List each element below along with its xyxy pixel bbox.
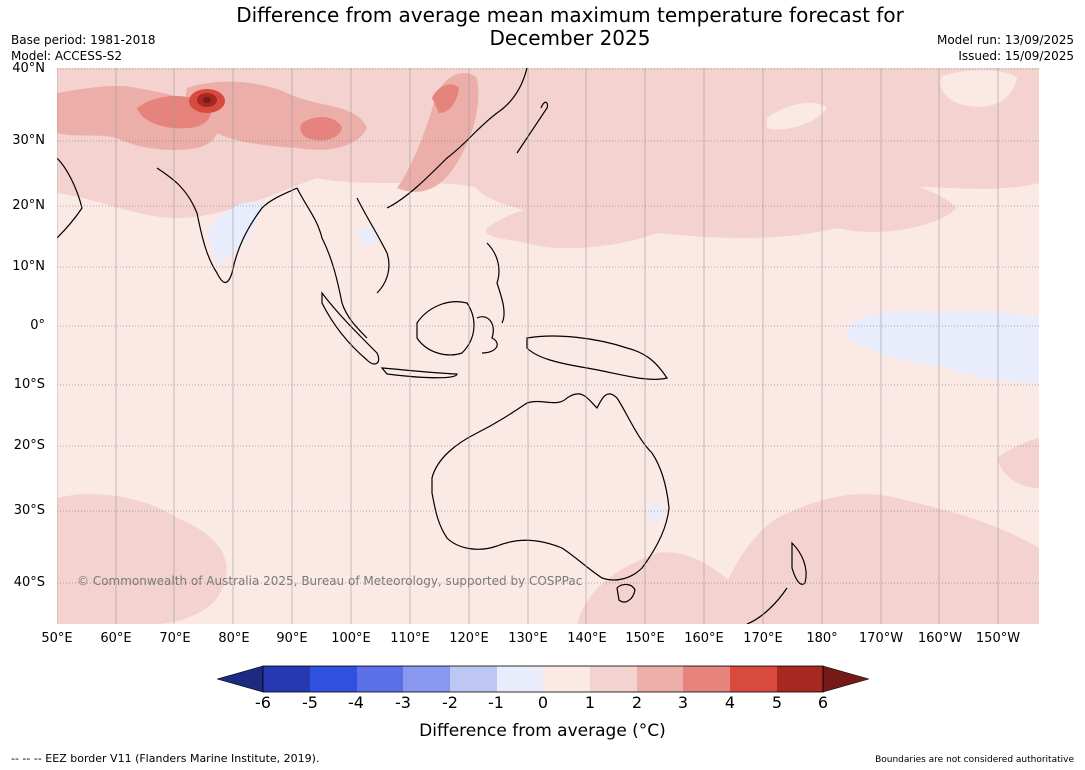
lon-gridlines xyxy=(57,68,999,624)
model-run: Model run: 13/09/2025 xyxy=(936,33,1074,47)
model-name: Model: ACCESS-S2 xyxy=(11,49,123,63)
title-line-2: December 2025 xyxy=(489,26,651,50)
lat-label-20s: 20°S xyxy=(13,438,45,453)
colorbar-tick: 0 xyxy=(537,693,549,712)
lon-label-160e: 160°E xyxy=(684,631,724,646)
lon-label-170e: 170°E xyxy=(743,631,783,646)
colorbar-swatch xyxy=(590,666,637,692)
eez-border-note: -- -- -- EEZ border V11 (Flanders Marine… xyxy=(11,752,320,765)
colorbar-swatch xyxy=(730,666,777,692)
lon-label-90e: 90°E xyxy=(276,631,308,646)
colorbar-tick: 2 xyxy=(631,693,643,712)
colorbar-tick: -3 xyxy=(395,693,411,712)
lon-label-70e: 70°E xyxy=(159,631,191,646)
colorbar-swatch xyxy=(777,666,823,692)
colorbar-swatch xyxy=(263,666,310,692)
colorbar-arrow-high xyxy=(822,665,869,693)
colorbar-tick: -4 xyxy=(348,693,364,712)
lat-label-20n: 20°N xyxy=(12,198,45,213)
map-title: Difference from average mean maximum tem… xyxy=(0,4,1085,50)
colorbar-tick: -6 xyxy=(255,693,271,712)
colorbar-tick: -5 xyxy=(302,693,318,712)
colorbar-tick: 3 xyxy=(677,693,689,712)
meta-left: Base period: 1981-2018 Model: ACCESS-S2 xyxy=(11,32,156,64)
lon-label-150w: 150°W xyxy=(975,631,1021,646)
copyright-notice: © Commonwealth of Australia 2025, Bureau… xyxy=(77,574,583,588)
lat-label-30s: 30°S xyxy=(13,503,45,518)
meta-right: Model run: 13/09/2025 Issued: 15/09/2025 xyxy=(937,32,1074,64)
lon-label-140e: 140°E xyxy=(567,631,607,646)
lat-label-40n: 40°N xyxy=(12,61,45,76)
colorbar-tick: 5 xyxy=(771,693,783,712)
lon-label-120e: 120°E xyxy=(449,631,489,646)
lat-label-30n: 30°N xyxy=(12,133,45,148)
colorbar-tick: -1 xyxy=(488,693,504,712)
lat-label-0: 0° xyxy=(30,318,45,333)
lon-label-80e: 80°E xyxy=(218,631,250,646)
lon-label-170w: 170°W xyxy=(858,631,904,646)
coastlines xyxy=(57,68,807,624)
hotspot-core xyxy=(203,97,211,103)
anomaly-zone-neg xyxy=(207,201,1039,523)
lat-label-40s: 40°S xyxy=(13,575,45,590)
colorbar-tick: -2 xyxy=(442,693,458,712)
colorbar-swatch xyxy=(450,666,497,692)
lon-label-160w: 160°W xyxy=(917,631,963,646)
forecast-map: © Commonwealth of Australia 2025, Bureau… xyxy=(57,68,1039,624)
lon-label-150e: 150°E xyxy=(625,631,665,646)
lon-label-60e: 60°E xyxy=(100,631,132,646)
lon-label-100e: 100°E xyxy=(331,631,371,646)
colorbar-arrow-low xyxy=(217,665,264,693)
base-period: Base period: 1981-2018 xyxy=(11,33,156,47)
issued-date: Issued: 15/09/2025 xyxy=(958,49,1074,63)
lat-label-10s: 10°S xyxy=(13,377,45,392)
colorbar-swatch xyxy=(357,666,403,692)
colorbar-label: Difference from average (°C) xyxy=(419,721,666,741)
lon-label-50e: 50°E xyxy=(41,631,73,646)
colorbar-swatch xyxy=(403,666,450,692)
colorbar-tick: 6 xyxy=(817,693,829,712)
boundaries-disclaimer: Boundaries are not considered authoritat… xyxy=(875,755,1074,765)
lon-label-130e: 130°E xyxy=(508,631,548,646)
colorbar-tick: 4 xyxy=(724,693,736,712)
colorbar-swatch xyxy=(497,666,543,692)
colorbar-swatch xyxy=(543,666,590,692)
colorbar xyxy=(217,665,869,693)
colorbar-swatch xyxy=(310,666,357,692)
title-line-1: Difference from average mean maximum tem… xyxy=(236,3,904,27)
colorbar-swatch xyxy=(683,666,730,692)
lon-label-110e: 110°E xyxy=(390,631,430,646)
colorbar-swatch xyxy=(637,666,683,692)
lon-label-180: 180° xyxy=(806,631,838,646)
lat-label-10n: 10°N xyxy=(12,259,45,274)
map-svg xyxy=(57,68,1039,624)
colorbar-tick: 1 xyxy=(584,693,596,712)
